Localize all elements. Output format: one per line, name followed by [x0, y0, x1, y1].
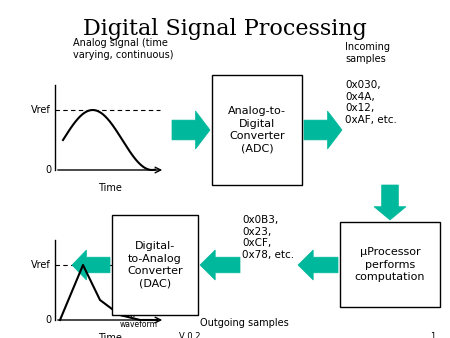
Text: Time: Time [98, 183, 122, 193]
FancyBboxPatch shape [212, 75, 302, 185]
Text: Vref: Vref [31, 260, 51, 270]
Text: Time: Time [98, 333, 122, 338]
Text: 0x030,
0x4A,
0x12,
0xAF, etc.: 0x030, 0x4A, 0x12, 0xAF, etc. [345, 80, 397, 125]
Text: 0: 0 [45, 165, 51, 175]
Text: V 0.2: V 0.2 [179, 332, 201, 338]
FancyBboxPatch shape [340, 222, 440, 307]
Polygon shape [200, 250, 240, 280]
Text: Analog-to-
Digital
Converter
(ADC): Analog-to- Digital Converter (ADC) [228, 106, 286, 153]
Text: 0x0B3,
0x23,
0xCF,
0x78, etc.: 0x0B3, 0x23, 0xCF, 0x78, etc. [242, 215, 294, 260]
Text: new
waveform: new waveform [120, 310, 158, 330]
Text: Digital Signal Processing: Digital Signal Processing [83, 18, 367, 40]
Polygon shape [172, 111, 210, 149]
Polygon shape [298, 250, 338, 280]
Text: Incoming
samples: Incoming samples [345, 42, 390, 64]
FancyBboxPatch shape [112, 215, 198, 315]
Text: Vref: Vref [31, 105, 51, 115]
Polygon shape [304, 111, 342, 149]
Text: 0: 0 [45, 315, 51, 325]
Text: Analog signal (time
varying, continuous): Analog signal (time varying, continuous) [73, 38, 174, 59]
Polygon shape [72, 250, 110, 280]
Text: Digital-
to-Analog
Converter
(DAC): Digital- to-Analog Converter (DAC) [127, 241, 183, 289]
Polygon shape [374, 185, 406, 220]
Text: Outgoing samples: Outgoing samples [200, 318, 289, 328]
Text: μProcessor
performs
computation: μProcessor performs computation [355, 247, 425, 282]
Text: 1: 1 [430, 332, 435, 338]
